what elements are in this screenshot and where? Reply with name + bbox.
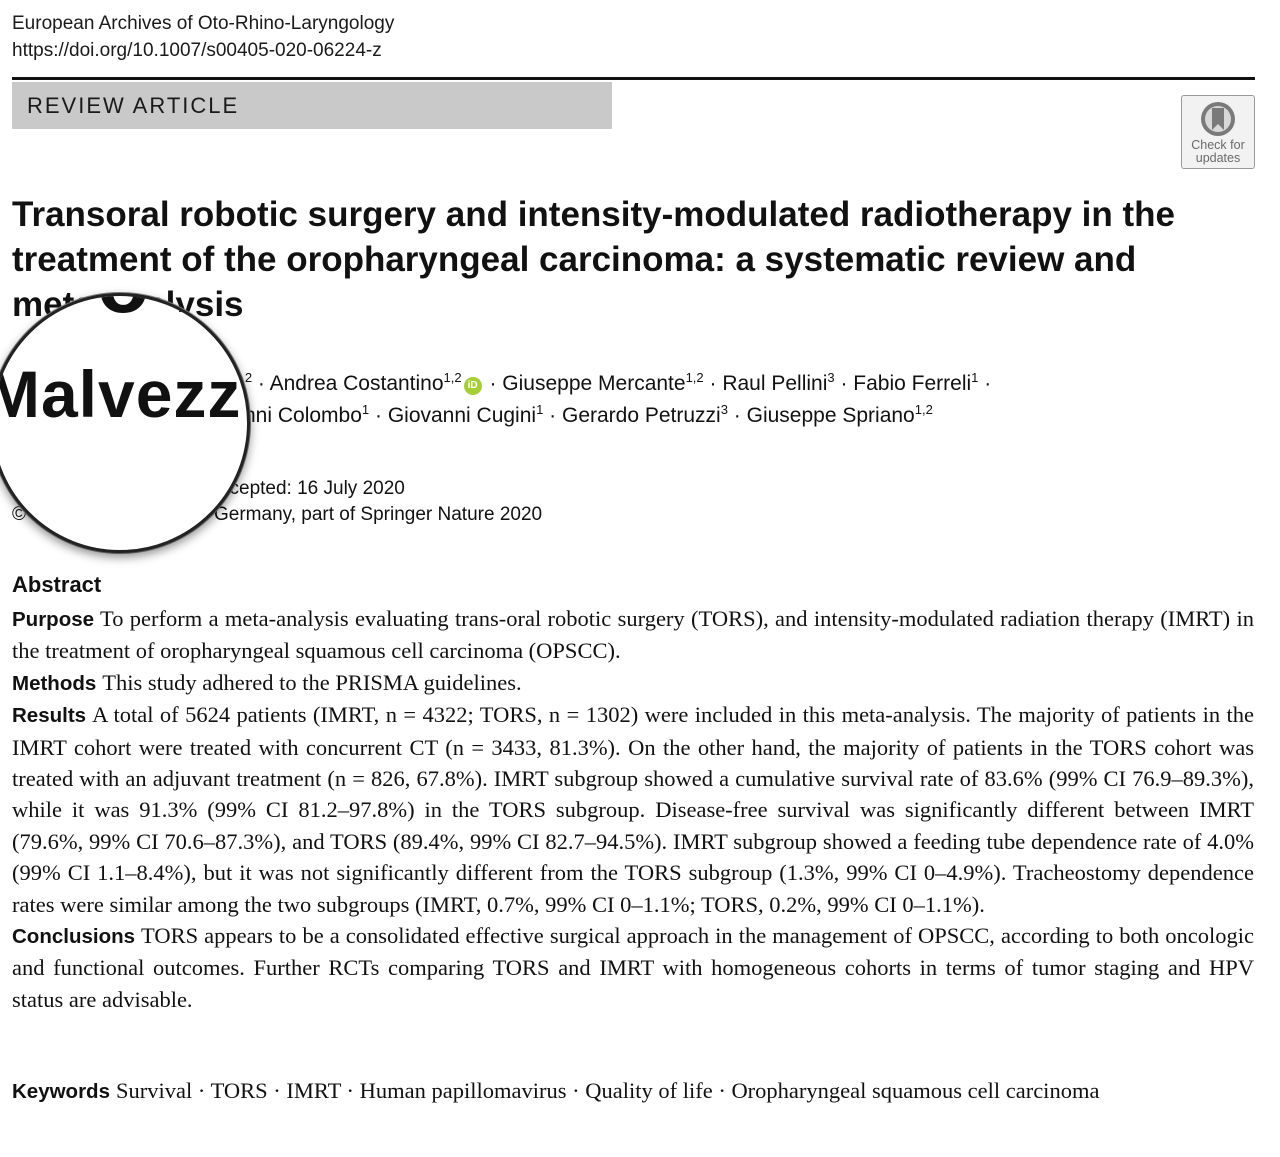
author-name[interactable]: Giuseppe Mercante xyxy=(502,372,686,395)
methods-text: This study adhered to the PRISMA guideli… xyxy=(102,669,522,695)
author-affiliation: 1,2 xyxy=(914,402,933,417)
author-affiliation: 3 xyxy=(720,402,728,417)
author-name[interactable]: Giuseppe Spriano xyxy=(746,404,915,427)
author-name[interactable]: Raul Pellini xyxy=(722,372,828,395)
abstract-purpose: Purpose To perform a meta-analysis evalua… xyxy=(12,603,1254,667)
abstract-body: Purpose To perform a meta-analysis evalua… xyxy=(12,603,1254,1015)
author-name[interactable]: Andrea Costantino xyxy=(269,372,444,395)
abstract-methods: Methods This study adhered to the PRISMA … xyxy=(12,667,1254,699)
author-affiliation: 1,2 xyxy=(685,370,704,385)
magnified-text-top: o D xyxy=(97,296,236,333)
copyright-text: Germany, part of Springer Nature 2020 xyxy=(214,504,543,525)
check-updates-line2: updates xyxy=(1195,151,1241,165)
magnified-author-name: Malvezz xyxy=(0,357,242,431)
keywords: Keywords Survival · TORS · IMRT · Human p… xyxy=(12,1075,1254,1107)
keywords-text: Survival · TORS · IMRT · Human papilloma… xyxy=(115,1078,1100,1103)
bookmark-icon xyxy=(1201,102,1235,136)
methods-label: Methods xyxy=(12,671,97,695)
author-line-1: 1,2 · Andrea Costantino1,2iD · Giuseppe … xyxy=(234,370,992,395)
purpose-label: Purpose xyxy=(12,608,95,631)
author-affiliation: 1 xyxy=(971,370,979,385)
author-name[interactable]: Giovanni Cugini xyxy=(387,404,537,427)
accepted-date: ccepted: 16 July 2020 xyxy=(220,478,405,499)
publication-dates: ccepted: 16 July 2020 © Germany, part of … xyxy=(12,476,542,528)
journal-name: European Archives of Oto-Rhino-Laryngolo… xyxy=(12,13,395,34)
author-affiliation: 1,2 xyxy=(443,370,462,385)
abstract-results: Results A total of 5624 patients (IMRT, n… xyxy=(12,699,1254,920)
header-rule xyxy=(12,77,1255,80)
abstract-conclusions: Conclusions TORS appears to be a consolid… xyxy=(12,920,1254,1015)
magnifier-lens: o D Malvezz xyxy=(0,293,250,553)
conclusions-label: Conclusions xyxy=(12,925,136,949)
check-for-updates-button[interactable]: Check for updates xyxy=(1181,95,1255,169)
author-list: 1,2 · Andrea Costantino1,2iD · Giuseppe … xyxy=(12,368,1252,432)
abstract-heading: Abstract xyxy=(12,572,102,597)
orcid-icon[interactable]: iD xyxy=(463,377,482,395)
results-label: Results xyxy=(12,704,87,728)
results-text: A total of 5624 patients (IMRT, n = 4322… xyxy=(12,702,1254,917)
doi-link[interactable]: https://doi.org/10.1007/s00405-020-06224… xyxy=(12,40,382,61)
conclusions-text: TORS appears to be a consolidated effect… xyxy=(12,923,1254,1012)
author-name[interactable]: Gerardo Petruzzi xyxy=(561,404,721,427)
author-name[interactable]: Fabio Ferreli xyxy=(853,372,972,395)
keywords-label: Keywords xyxy=(12,1080,110,1103)
article-type-label: REVIEW ARTICLE xyxy=(27,92,240,118)
author-name[interactable]: nni Colombo xyxy=(244,404,362,427)
article-type-banner: REVIEW ARTICLE xyxy=(12,82,612,129)
check-updates-line1: Check for xyxy=(1191,138,1245,152)
purpose-text: To perform a meta-analysis evaluating tr… xyxy=(12,606,1254,664)
author-line-2: nni Colombo1 · Giovanni Cugini1 · Gerard… xyxy=(244,402,933,427)
author-affiliation: 1 xyxy=(536,402,544,417)
author-affiliation: 3 xyxy=(827,370,835,385)
author-affiliation: 1 xyxy=(361,402,370,417)
